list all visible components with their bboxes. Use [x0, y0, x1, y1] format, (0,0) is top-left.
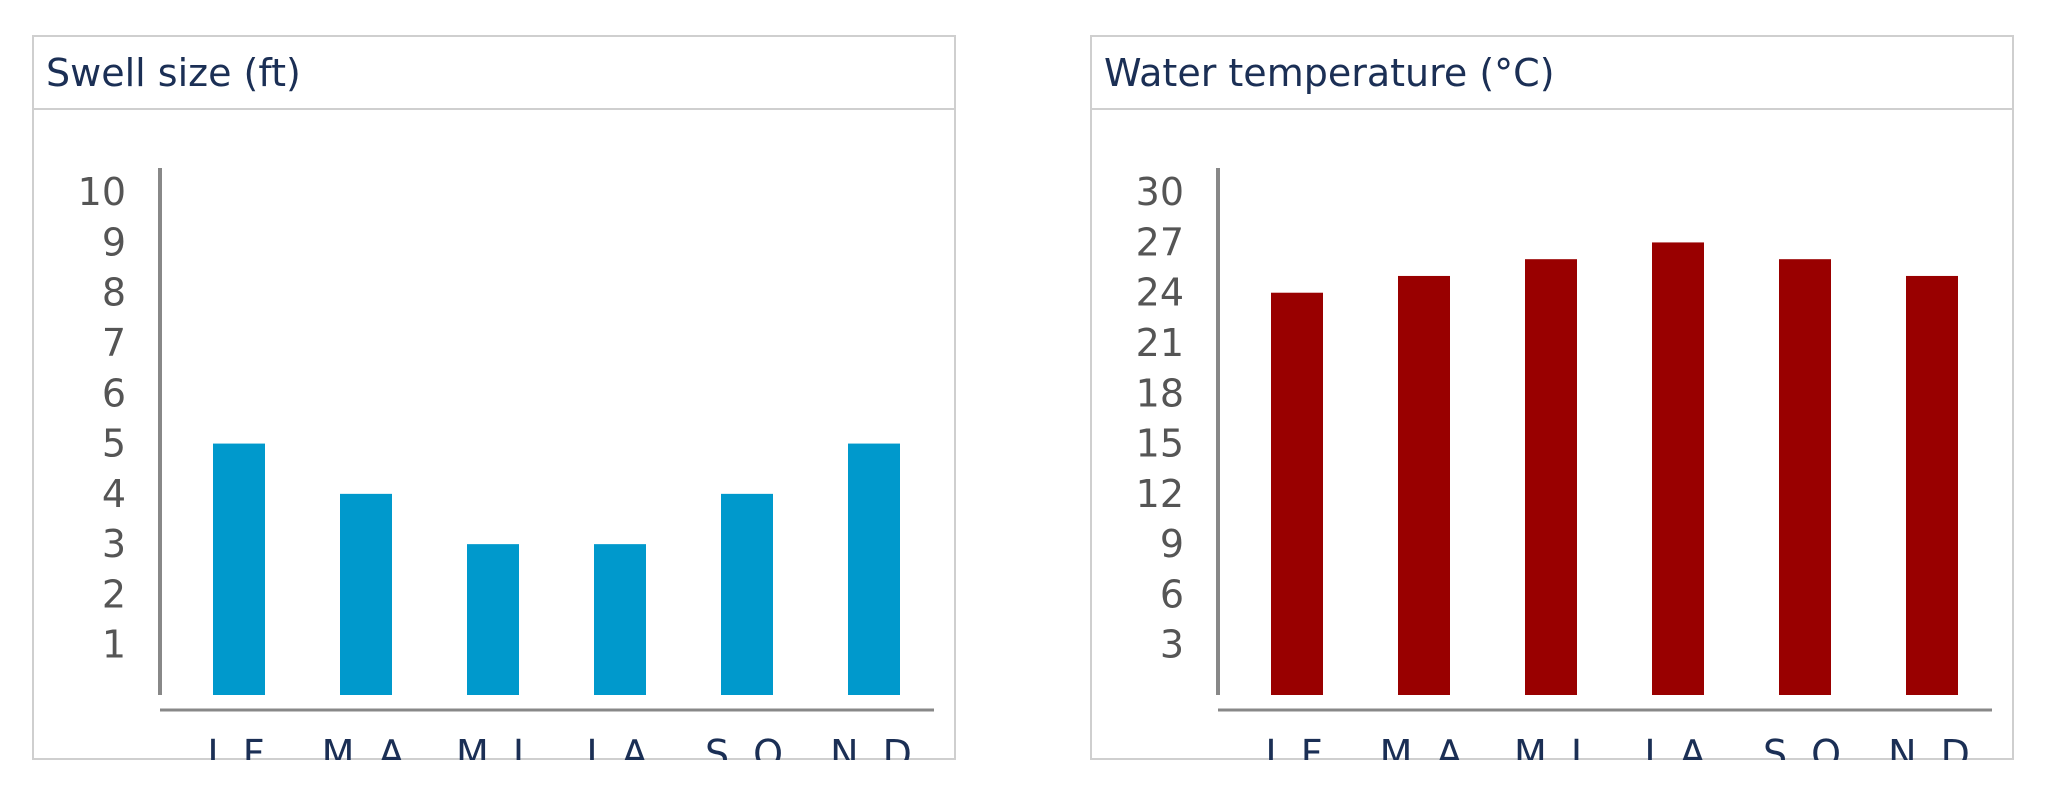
swell-size-y-tick-label: 3	[102, 522, 126, 566]
swell-size-category-label: J A	[584, 732, 653, 760]
swell-size-y-tick-label: 6	[102, 371, 126, 415]
swell-size-bar	[213, 443, 265, 695]
swell-size-bar	[467, 544, 519, 695]
swell-size-chart-panel: Swell size (ft) 1 2 3 4 5 6 7 8 9 10 J F M A M J J A S…	[32, 35, 956, 760]
swell-size-category-label: N D	[830, 732, 918, 760]
water-temperature-y-tick-label: 24	[1136, 271, 1184, 315]
swell-size-y-tick-label: 7	[102, 321, 126, 365]
water-temperature-chart-title: Water temperature (°C)	[1104, 50, 1555, 95]
water-temperature-y-tick-label: 9	[1160, 522, 1184, 566]
water-temperature-y-tick-label: 27	[1136, 220, 1184, 264]
water-temperature-category-label: J A	[1642, 732, 1711, 760]
swell-size-bar	[594, 544, 646, 695]
swell-size-category-label: S O	[705, 732, 789, 760]
swell-size-chart-title: Swell size (ft)	[46, 50, 301, 95]
swell-size-bar	[721, 493, 773, 695]
water-temperature-bar	[1906, 275, 1958, 695]
water-temperature-bar	[1398, 275, 1450, 695]
water-temperature-category-label: M J	[1514, 732, 1588, 760]
water-temperature-y-tick-label: 12	[1136, 472, 1184, 516]
water-temperature-bar	[1652, 242, 1704, 695]
water-temperature-category-label: S O	[1763, 732, 1847, 760]
water-temperature-chart-header: Water temperature (°C)	[1092, 37, 2012, 110]
water-temperature-bar	[1779, 259, 1831, 695]
swell-size-y-tick-label: 2	[102, 572, 126, 616]
swell-size-bar	[848, 443, 900, 695]
swell-size-y-tick-label: 10	[78, 170, 126, 214]
swell-size-category-label: J F	[205, 732, 270, 760]
water-temperature-category-label: N D	[1888, 732, 1976, 760]
swell-size-chart: 1 2 3 4 5 6 7 8 9 10 J F M A M J J A S O N D	[78, 168, 934, 760]
water-temperature-category-label: J F	[1263, 732, 1328, 760]
swell-size-y-tick-label: 1	[102, 623, 126, 667]
swell-size-category-label: M J	[456, 732, 530, 760]
water-temperature-category-label: M A	[1380, 732, 1469, 760]
water-temperature-y-tick-label: 6	[1160, 572, 1184, 616]
water-temperature-y-tick-label: 30	[1136, 170, 1184, 214]
water-temperature-y-tick-label: 21	[1136, 321, 1184, 365]
water-temperature-y-tick-label: 15	[1136, 422, 1184, 466]
swell-size-y-tick-label: 4	[102, 472, 126, 516]
swell-size-category-label: M A	[322, 732, 411, 760]
water-temperature-y-tick-label: 18	[1136, 371, 1184, 415]
swell-size-y-tick-label: 5	[102, 422, 126, 466]
water-temperature-bar	[1525, 259, 1577, 695]
swell-size-y-tick-label: 8	[102, 271, 126, 315]
water-temperature-chart: 3 6 9 12 15 18 21 24 27 30 J F M A M J J A S O N D	[1136, 168, 1992, 760]
water-temperature-y-tick-label: 3	[1160, 623, 1184, 667]
water-temperature-bar	[1271, 292, 1323, 695]
swell-size-y-tick-label: 9	[102, 220, 126, 264]
swell-size-chart-header: Swell size (ft)	[34, 37, 954, 110]
water-temperature-chart-panel: Water temperature (°C) 3 6 9 12 15 18 21 24 27 30…	[1090, 35, 2014, 760]
swell-size-bar	[340, 493, 392, 695]
